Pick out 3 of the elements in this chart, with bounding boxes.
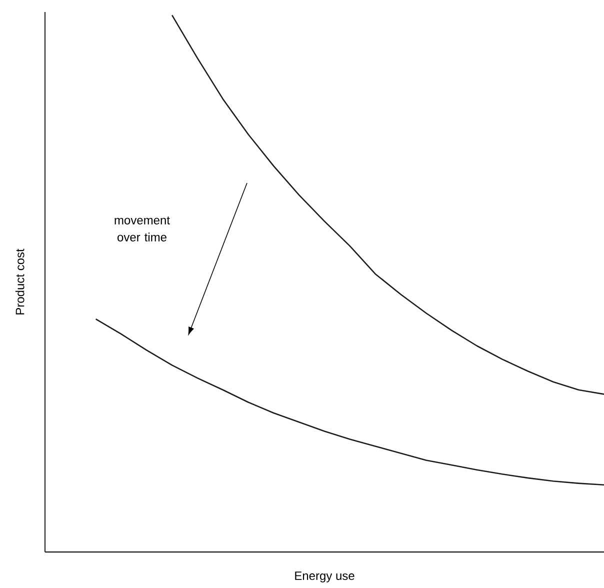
annotation: movement over time <box>114 216 170 242</box>
x-axis-title: Energy use <box>295 572 354 582</box>
y-axis-title: Product cost <box>15 248 24 314</box>
